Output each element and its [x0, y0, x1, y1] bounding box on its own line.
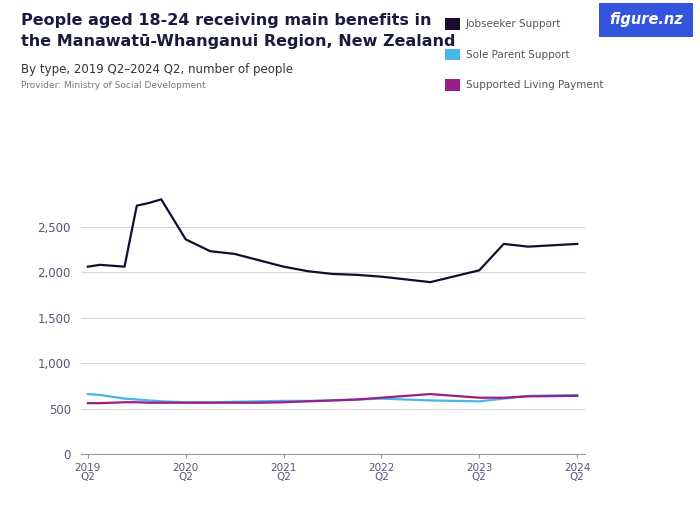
Text: Sole Parent Support: Sole Parent Support	[466, 49, 569, 60]
Text: People aged 18-24 receiving main benefits in: People aged 18-24 receiving main benefit…	[21, 13, 431, 28]
Text: By type, 2019 Q2–2024 Q2, number of people: By type, 2019 Q2–2024 Q2, number of peop…	[21, 63, 293, 76]
Text: the Manawatū-Whanganui Region, New Zealand: the Manawatū-Whanganui Region, New Zeala…	[21, 34, 456, 49]
Text: Supported Living Payment: Supported Living Payment	[466, 80, 603, 90]
Text: Provider: Ministry of Social Development: Provider: Ministry of Social Development	[21, 81, 206, 90]
Text: figure.nz: figure.nz	[609, 12, 682, 27]
Text: Jobseeker Support: Jobseeker Support	[466, 19, 561, 29]
